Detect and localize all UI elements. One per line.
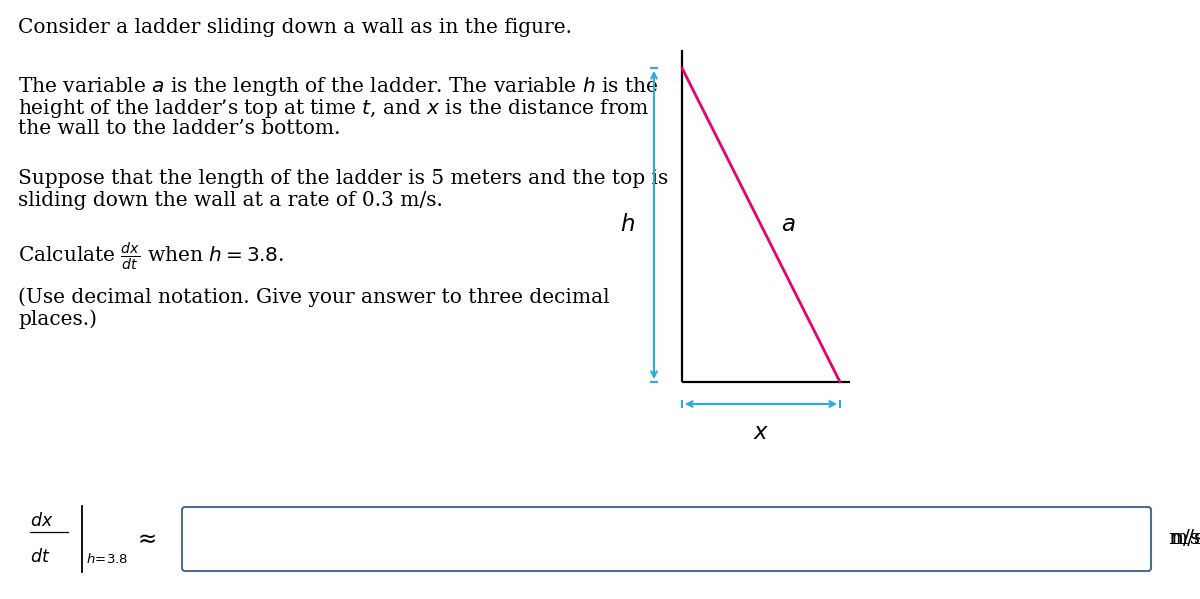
Text: height of the ladder’s top at time $t$, and $x$ is the distance from: height of the ladder’s top at time $t$, … [18,97,649,120]
FancyBboxPatch shape [182,507,1151,571]
Text: m/s: m/s [1168,530,1200,549]
Text: Suppose that the length of the ladder is 5 meters and the top is: Suppose that the length of the ladder is… [18,169,668,188]
Text: $h$: $h$ [619,214,635,236]
Text: $dx$: $dx$ [30,512,54,530]
Text: $h\!=\!3.8$: $h\!=\!3.8$ [86,552,128,566]
Text: sliding down the wall at a rate of 0.3 m/s.: sliding down the wall at a rate of 0.3 m… [18,191,443,210]
Text: $x$: $x$ [752,422,769,444]
Text: $\approx$: $\approx$ [133,528,157,550]
Text: n/s: n/s [1170,530,1200,549]
Text: $dt$: $dt$ [30,548,50,566]
Text: $a$: $a$ [781,214,796,236]
Text: places.): places.) [18,309,97,329]
Text: The variable $a$ is the length of the ladder. The variable $h$ is the: The variable $a$ is the length of the la… [18,75,659,98]
Text: (Use decimal notation. Give your answer to three decimal: (Use decimal notation. Give your answer … [18,287,610,307]
Text: the wall to the ladder’s bottom.: the wall to the ladder’s bottom. [18,119,341,138]
Text: Consider a ladder sliding down a wall as in the figure.: Consider a ladder sliding down a wall as… [18,18,572,37]
Text: Calculate $\frac{dx}{dt}$ when $h = 3.8$.: Calculate $\frac{dx}{dt}$ when $h = 3.8$… [18,241,284,273]
